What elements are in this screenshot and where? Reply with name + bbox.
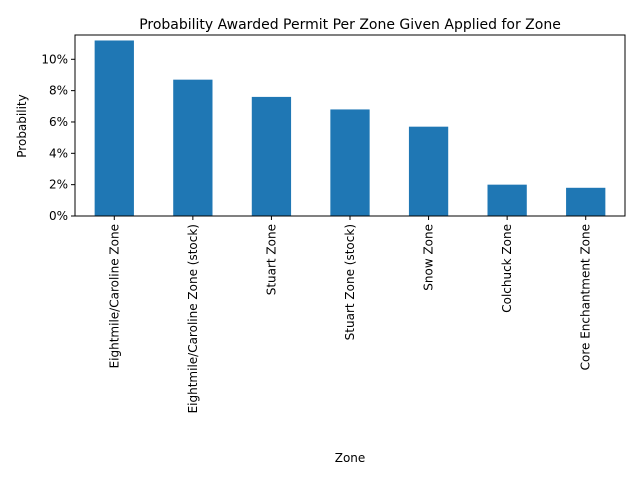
y-tick-label: 2% (49, 178, 68, 192)
bar-6 (487, 184, 527, 216)
bar-5 (408, 126, 449, 216)
x-axis-label: Zone (335, 451, 366, 465)
bar-1 (94, 40, 134, 216)
bar-7 (566, 187, 606, 216)
bar-4 (330, 109, 370, 216)
y-tick-label: 4% (49, 146, 68, 160)
plot-frame (74, 34, 626, 217)
x-tick-label: Snow Zone (422, 224, 436, 291)
y-axis-label: Probability (15, 94, 29, 157)
y-tick-label: 0% (49, 209, 68, 223)
x-tick-label: Stuart Zone (stock) (343, 224, 357, 340)
x-tick-label: Core Enchantment Zone (579, 224, 593, 370)
x-tick-label: Eightmile/Caroline Zone (107, 224, 121, 368)
bar-2 (173, 79, 213, 216)
x-axis: Eightmile/Caroline Zone Eightmile/Carolin… (107, 216, 593, 413)
x-tick-label: Eightmile/Caroline Zone (stock) (186, 224, 200, 413)
chart-title: Probability Awarded Permit Per Zone Give… (139, 17, 561, 33)
y-tick-label: 6% (49, 115, 68, 129)
bars-layer (94, 40, 606, 216)
y-tick-label: 8% (49, 84, 68, 98)
y-axis: 0% 2% 4% 6% 8% 10% (41, 52, 75, 223)
y-tick-label: 10% (41, 52, 68, 66)
bar-3 (251, 96, 292, 216)
x-tick-label: Colchuck Zone (500, 224, 514, 313)
x-tick-label: Stuart Zone (264, 224, 278, 295)
